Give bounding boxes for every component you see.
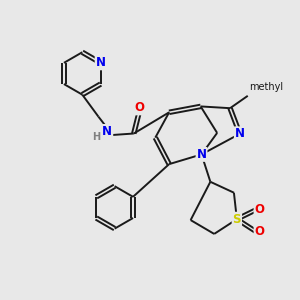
Text: N: N — [96, 56, 106, 69]
Text: O: O — [254, 203, 265, 216]
Text: N: N — [235, 127, 245, 140]
Text: N: N — [102, 125, 112, 138]
Text: S: S — [232, 213, 241, 226]
Text: O: O — [134, 101, 144, 114]
Text: N: N — [196, 148, 206, 161]
Text: methyl: methyl — [249, 82, 284, 92]
Text: O: O — [254, 225, 265, 238]
Text: H: H — [92, 132, 101, 142]
